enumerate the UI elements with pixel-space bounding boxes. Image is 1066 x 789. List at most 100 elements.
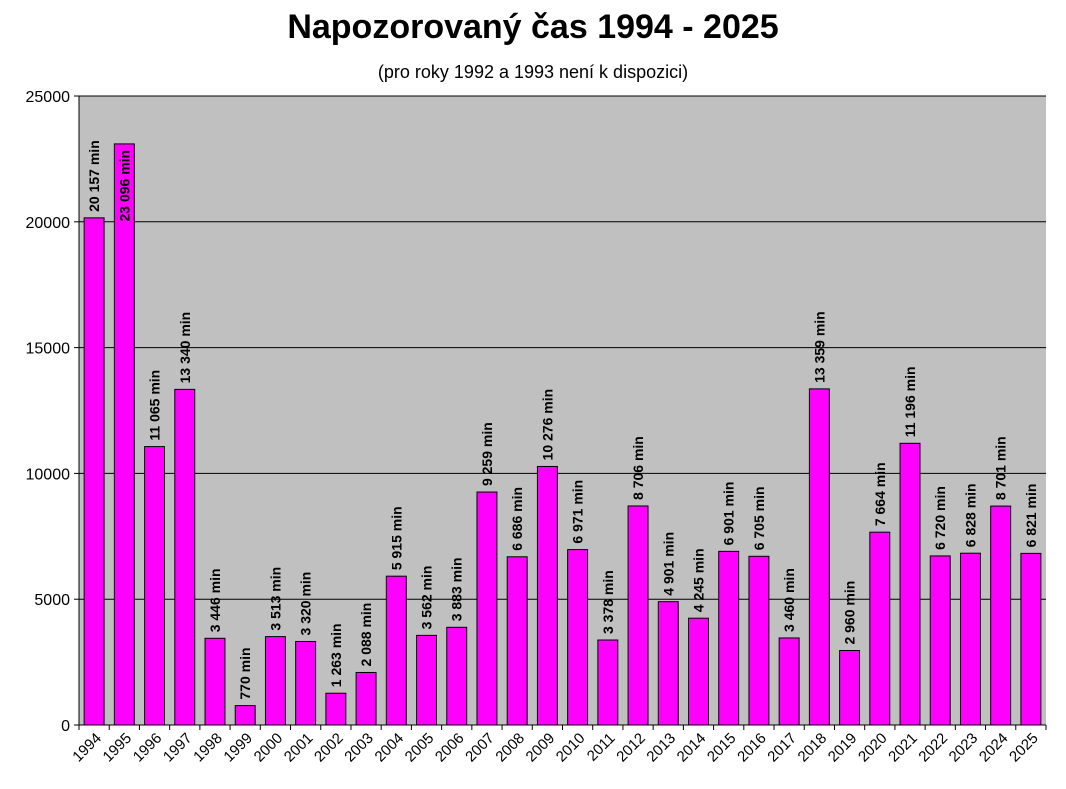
x-tick-label-2020: 2020	[855, 730, 891, 766]
data-label-2022: 6 720 min	[932, 486, 948, 550]
data-label-2015: 6 901 min	[721, 482, 737, 546]
data-label-2013: 4 901 min	[660, 532, 676, 596]
bar-2023	[959, 552, 981, 726]
data-label-2008: 6 686 min	[509, 487, 525, 551]
bar-2003	[355, 671, 377, 726]
bar-2013	[657, 601, 679, 726]
data-label-2021: 11 196 min	[902, 366, 918, 437]
x-tick-label-2013: 2013	[643, 730, 679, 766]
data-label-2011: 3 378 min	[600, 570, 616, 634]
data-label-1996: 11 065 min	[147, 370, 163, 441]
bar-1999	[234, 705, 256, 726]
bar-2021	[899, 442, 921, 726]
bar-2007	[476, 491, 498, 726]
bar-1998	[204, 637, 226, 726]
x-tick-label-2010: 2010	[553, 730, 589, 766]
x-tick-label-2003: 2003	[341, 730, 377, 766]
data-label-1999: 770 min	[237, 647, 253, 699]
x-tick-label-2023: 2023	[946, 730, 982, 766]
x-tick-label-2005: 2005	[402, 730, 438, 766]
data-label-2019: 2 960 min	[842, 581, 858, 645]
x-tick-label-2008: 2008	[492, 730, 528, 766]
data-label-2025: 6 821 min	[1023, 484, 1039, 548]
x-tick-label-1995: 1995	[100, 730, 136, 766]
x-tick-label-2014: 2014	[674, 730, 710, 766]
y-tick-label: 10000	[26, 466, 71, 483]
data-label-2018: 13 359 min	[811, 311, 827, 383]
bar-2016	[748, 555, 770, 726]
bar-1997	[174, 388, 196, 726]
data-label-2020: 7 664 min	[872, 462, 888, 526]
data-label-1998: 3 446 min	[207, 568, 223, 632]
bar-2011	[597, 639, 619, 726]
bar-2000	[264, 636, 286, 726]
x-tick-label-1998: 1998	[190, 730, 226, 766]
data-label-2009: 10 276 min	[539, 389, 555, 461]
bar-2009	[536, 465, 558, 726]
data-label-2016: 6 705 min	[751, 486, 767, 550]
bar-1994	[83, 217, 105, 726]
x-tick-label-2018: 2018	[795, 730, 831, 766]
data-label-2014: 4 245 min	[690, 548, 706, 612]
x-tick-label-1994: 1994	[69, 730, 105, 766]
bar-2019	[839, 650, 861, 726]
data-label-2010: 6 971 min	[570, 480, 586, 544]
x-tick-label-2000: 2000	[251, 730, 287, 766]
bar-2006	[446, 626, 468, 726]
y-tick-label: 20000	[26, 215, 71, 232]
bar-2024	[990, 505, 1012, 726]
data-label-1997: 13 340 min	[177, 312, 193, 384]
data-label-2001: 3 320 min	[298, 572, 314, 636]
bar-2025	[1020, 552, 1042, 726]
y-tick-label: 15000	[26, 341, 71, 358]
x-tick-label-2012: 2012	[613, 730, 649, 766]
bar-1995	[113, 143, 135, 726]
x-tick-label-2016: 2016	[734, 730, 770, 766]
x-tick-label-2002: 2002	[311, 730, 347, 766]
x-tick-label-2015: 2015	[704, 730, 740, 766]
x-tick-label-2022: 2022	[915, 730, 951, 766]
x-tick-label-2011: 2011	[584, 730, 619, 765]
data-label-1994: 20 157 min	[86, 140, 102, 212]
y-tick-label: 25000	[26, 89, 71, 106]
chart-title: Napozorovaný čas 1994 - 2025	[287, 8, 779, 46]
data-label-2007: 9 259 min	[479, 422, 495, 486]
x-tick-label-2017: 2017	[764, 730, 800, 766]
bar-2010	[567, 549, 589, 726]
x-tick-label-2019: 2019	[825, 730, 861, 766]
bar-2020	[869, 531, 891, 726]
x-tick-label-1997: 1997	[160, 730, 196, 766]
bar-2004	[385, 575, 407, 726]
bar-2017	[778, 637, 800, 726]
x-tick-label-1996: 1996	[130, 730, 166, 766]
data-label-2024: 8 701 min	[993, 436, 1009, 500]
data-label-2000: 3 513 min	[267, 567, 283, 631]
data-label-2017: 3 460 min	[781, 568, 797, 632]
y-tick-label: 5000	[34, 592, 70, 609]
x-tick-label-2009: 2009	[523, 730, 559, 766]
bar-2005	[416, 634, 437, 726]
bar-2012	[627, 505, 649, 726]
data-label-2005: 3 562 min	[419, 566, 435, 630]
data-label-2006: 3 883 min	[449, 557, 465, 621]
x-tick-label-2024: 2024	[976, 730, 1012, 766]
x-tick-label-2025: 2025	[1006, 730, 1042, 766]
x-tick-label-2021: 2021	[885, 730, 921, 766]
data-label-2004: 5 915 min	[388, 506, 404, 570]
bar-1996	[144, 446, 166, 726]
x-tick-label-2004: 2004	[372, 730, 408, 766]
data-label-2023: 6 828 min	[962, 483, 978, 547]
bar-2022	[929, 555, 951, 726]
bar-2014	[688, 617, 709, 726]
x-tick-label-2006: 2006	[432, 730, 468, 766]
bar-2001	[295, 640, 317, 726]
x-tick-label-1999: 1999	[220, 730, 256, 766]
data-label-2012: 8 706 min	[630, 436, 646, 500]
data-label-1995: 23 096 min	[116, 150, 132, 222]
bar-2002	[325, 692, 347, 726]
bar-2008	[506, 556, 528, 726]
data-label-2003: 2 088 min	[358, 603, 374, 667]
y-tick-label: 0	[61, 718, 70, 735]
